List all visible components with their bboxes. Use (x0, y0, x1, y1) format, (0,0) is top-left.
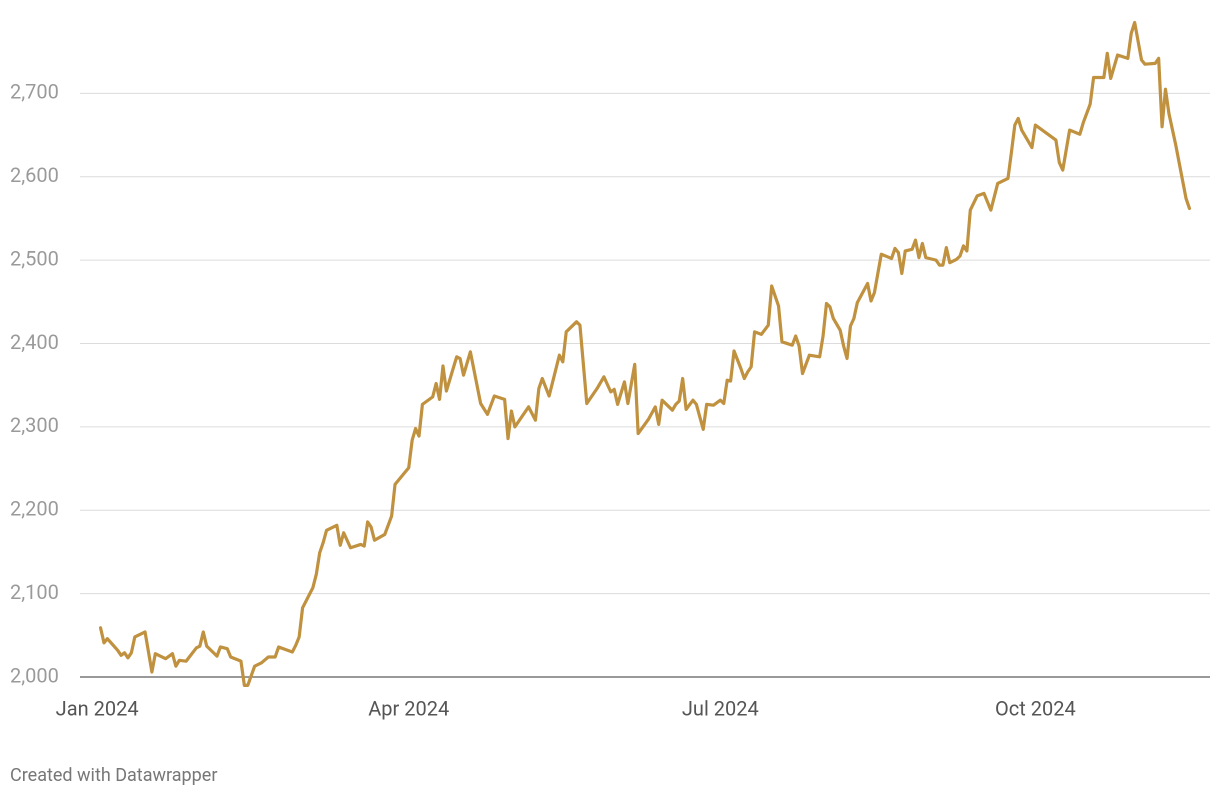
y-tick-label: 2,000 (10, 663, 59, 687)
y-tick-label: 2,200 (10, 497, 59, 521)
y-tick-label: 2,600 (10, 163, 59, 187)
x-tick-label: Apr 2024 (368, 696, 449, 720)
x-tick-label: Jul 2024 (682, 696, 759, 720)
y-tick-label: 2,700 (10, 80, 59, 104)
line (98, 20, 1192, 687)
y-tick-label: 2,300 (10, 413, 59, 437)
x-tick-label: Oct 2024 (995, 696, 1076, 720)
y-tick-label: 2,400 (10, 330, 59, 354)
x-tick-label: Jan 2024 (56, 696, 139, 720)
y-tick-label: 2,500 (10, 246, 59, 270)
y-tick-label: 2,100 (10, 580, 59, 604)
credit: Created with Datawrapper (10, 765, 217, 786)
